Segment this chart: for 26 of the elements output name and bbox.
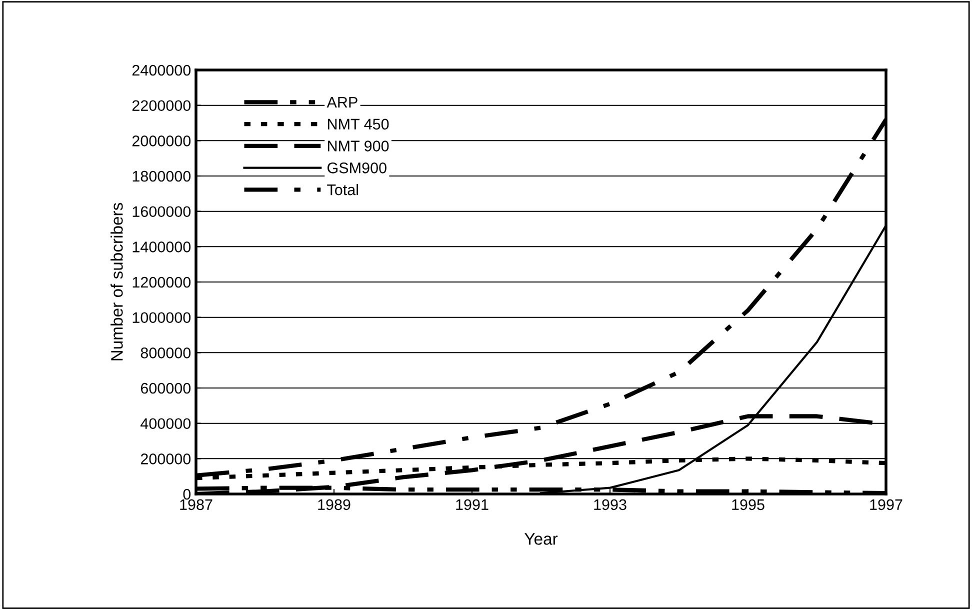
x-tick-label: 1997 [870,499,902,510]
x-tick-label: 1993 [594,499,626,510]
y-tick-label: 1600000 [132,206,191,218]
y-tick-label: 1200000 [132,276,191,288]
y-tick-label: 2000000 [132,136,191,146]
legend-label: NMT 900 [328,140,389,152]
y-tick-label: 1400000 [132,242,191,252]
legend-label: GSM900 [328,162,386,174]
x-tick-label: 1991 [456,499,488,510]
y-axis-title: Number of subcribers [110,202,123,360]
y-tick-label: 400000 [140,418,191,430]
x-axis-title: Year [524,533,558,545]
y-tick-label: 600000 [140,382,191,394]
y-tick-label: 800000 [140,348,191,358]
legend-label: ARP [326,97,358,108]
y-tick-label: 2200000 [132,100,191,112]
y-tick-label: 0 [183,488,191,500]
x-tick-label: 1995 [732,499,764,510]
x-tick-label: 1987 [180,499,212,510]
y-tick-label: 2400000 [132,64,191,76]
legend-label: Total [327,184,358,196]
y-tick-label: 1800000 [132,170,191,182]
y-tick-label: 200000 [140,454,191,464]
legend-label: NMT 450 [328,118,389,130]
x-tick-label: 1989 [318,499,350,510]
y-tick-label: 1000000 [132,312,191,324]
